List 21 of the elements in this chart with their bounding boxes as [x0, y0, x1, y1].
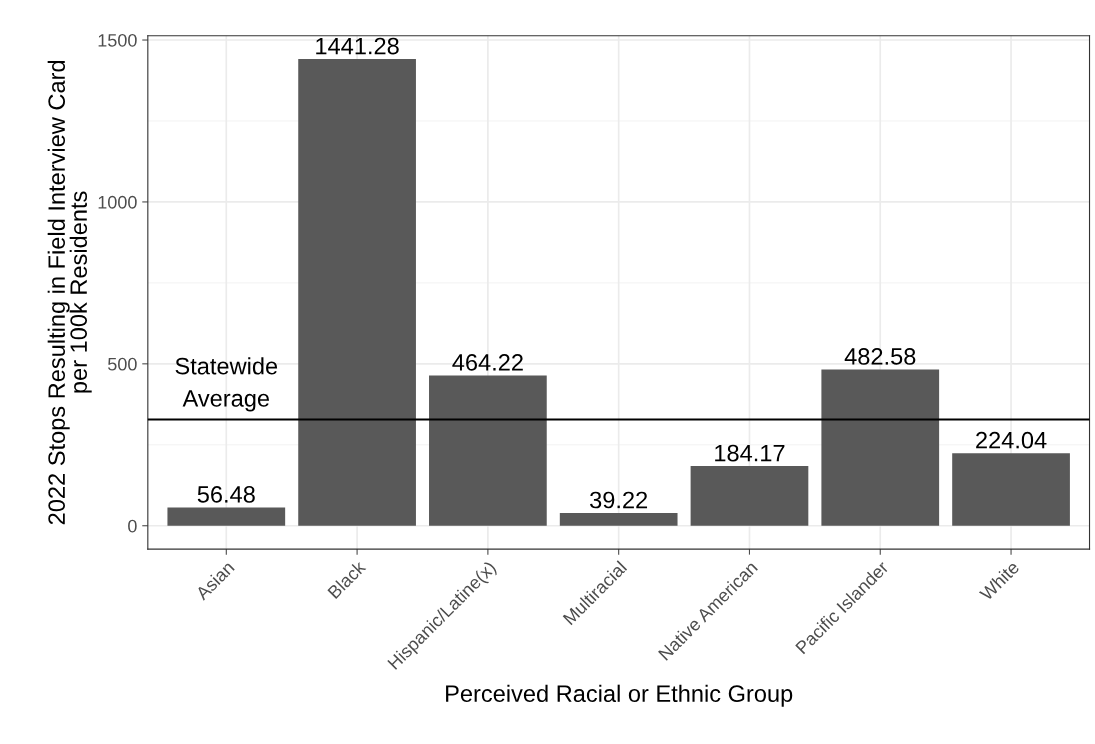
bar: [167, 507, 286, 526]
bar: [298, 59, 416, 526]
data-label: 184.17: [715, 444, 785, 462]
y-tick-label: 500: [108, 357, 137, 371]
bar: [429, 375, 547, 526]
data-label: 482.58: [844, 348, 916, 365]
bar: [821, 369, 940, 526]
bar: [559, 513, 678, 526]
data-label: 39.22: [590, 491, 648, 509]
data-label: 56.48: [197, 486, 255, 503]
bar: [952, 453, 1070, 526]
bar: [690, 466, 809, 526]
data-label: 1441.28: [316, 37, 399, 55]
ref-line-label: Statewide Average: [175, 357, 278, 412]
data-label: 224.04: [976, 431, 1047, 449]
y-tick-label: 0: [128, 519, 137, 533]
y-tick-label: 1500: [98, 33, 137, 47]
x-axis-title: Perceived Racial or Ethnic Group: [446, 684, 793, 707]
y-tick-label: 1000: [98, 195, 137, 209]
y-axis-title: 2022 Stops Resulting in Field Interview Card per 100k Residents: [47, 60, 92, 525]
data-label: 464.22: [452, 354, 523, 371]
